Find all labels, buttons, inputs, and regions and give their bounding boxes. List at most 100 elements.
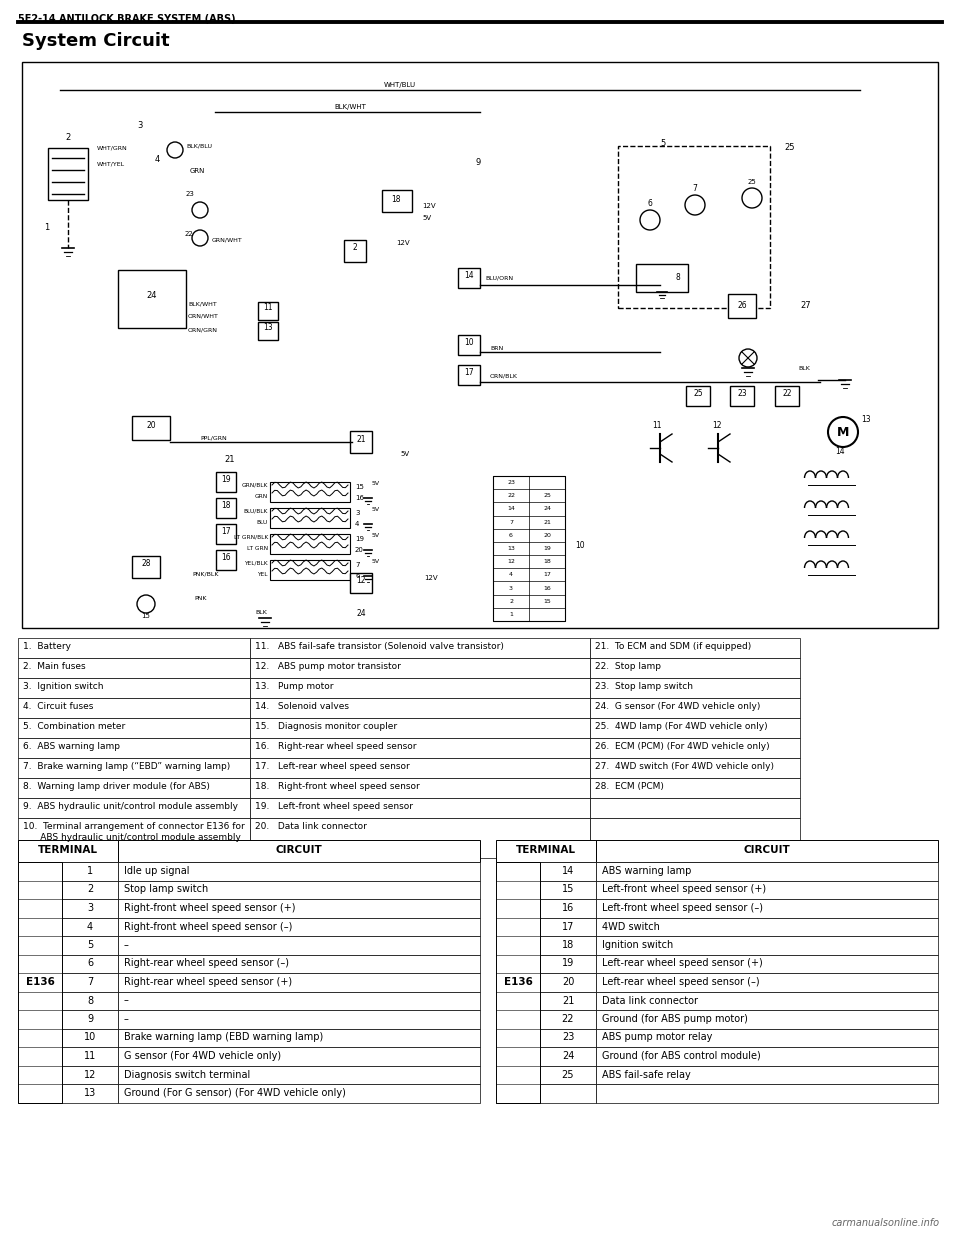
Bar bbox=[590, 698, 800, 718]
Text: 11.   ABS fail-safe transistor (Solenoid valve transistor): 11. ABS fail-safe transistor (Solenoid v… bbox=[255, 642, 504, 651]
Text: 11: 11 bbox=[84, 1051, 96, 1061]
Text: 24: 24 bbox=[543, 506, 551, 511]
Bar bbox=[118, 973, 480, 992]
Bar bbox=[118, 1010, 480, 1029]
Text: Left-rear wheel speed sensor (–): Left-rear wheel speed sensor (–) bbox=[602, 977, 759, 987]
Bar bbox=[458, 366, 480, 385]
Bar bbox=[730, 387, 754, 406]
Bar bbox=[118, 899, 480, 918]
Text: 12: 12 bbox=[507, 559, 515, 564]
Bar bbox=[590, 638, 800, 658]
Text: 11: 11 bbox=[652, 421, 661, 430]
Bar bbox=[18, 862, 62, 1103]
Bar bbox=[118, 918, 480, 936]
Text: 22: 22 bbox=[782, 389, 792, 398]
Text: 19: 19 bbox=[543, 546, 551, 551]
Text: Idle up signal: Idle up signal bbox=[124, 866, 189, 876]
Text: 2.  Main fuses: 2. Main fuses bbox=[23, 662, 85, 671]
Bar bbox=[596, 1084, 938, 1103]
Text: 2: 2 bbox=[352, 243, 357, 252]
Bar bbox=[250, 739, 590, 758]
Text: 17: 17 bbox=[221, 527, 230, 536]
Text: Ground (for ABS control module): Ground (for ABS control module) bbox=[602, 1051, 760, 1061]
Bar bbox=[118, 1029, 480, 1047]
Text: 8: 8 bbox=[676, 273, 681, 282]
Bar bbox=[590, 678, 800, 698]
Bar bbox=[62, 1029, 118, 1047]
Bar bbox=[250, 778, 590, 798]
Bar bbox=[596, 1047, 938, 1066]
Text: 26.  ECM (PCM) (For 4WD vehicle only): 26. ECM (PCM) (For 4WD vehicle only) bbox=[595, 742, 770, 751]
Text: 24: 24 bbox=[356, 609, 366, 618]
Text: 23: 23 bbox=[507, 480, 515, 485]
Text: 10: 10 bbox=[575, 541, 585, 551]
Text: Diagnosis switch terminal: Diagnosis switch terminal bbox=[124, 1070, 251, 1079]
Bar bbox=[540, 1047, 596, 1066]
Text: PPL/GRN: PPL/GRN bbox=[200, 436, 227, 441]
Text: 10: 10 bbox=[84, 1032, 96, 1042]
Text: 5V: 5V bbox=[422, 215, 431, 221]
Bar bbox=[250, 718, 590, 739]
Text: BLU/BLK: BLU/BLK bbox=[244, 509, 268, 514]
Bar bbox=[18, 638, 250, 658]
Bar bbox=[118, 1066, 480, 1084]
Text: Data link connector: Data link connector bbox=[602, 995, 698, 1005]
Text: 20.   Data link connector: 20. Data link connector bbox=[255, 823, 367, 831]
Bar bbox=[18, 818, 250, 858]
Text: CIRCUIT: CIRCUIT bbox=[276, 845, 323, 855]
Bar bbox=[590, 718, 800, 739]
Text: 23.  Stop lamp switch: 23. Stop lamp switch bbox=[595, 682, 693, 692]
Bar bbox=[132, 416, 170, 440]
Text: 22.  Stop lamp: 22. Stop lamp bbox=[595, 662, 661, 671]
Text: 6: 6 bbox=[87, 958, 93, 968]
Bar bbox=[458, 335, 480, 354]
Text: GRN: GRN bbox=[254, 494, 268, 499]
Text: Right-front wheel speed sensor (+): Right-front wheel speed sensor (+) bbox=[124, 903, 296, 913]
Text: ABS fail-safe relay: ABS fail-safe relay bbox=[602, 1070, 691, 1079]
Text: 21: 21 bbox=[224, 454, 234, 464]
Bar bbox=[18, 778, 250, 798]
Bar bbox=[118, 840, 480, 862]
Text: 17: 17 bbox=[543, 572, 551, 578]
Text: 18: 18 bbox=[221, 501, 230, 510]
Text: Brake warning lamp (EBD warning lamp): Brake warning lamp (EBD warning lamp) bbox=[124, 1032, 324, 1042]
Text: 6.  ABS warning lamp: 6. ABS warning lamp bbox=[23, 742, 120, 751]
Text: 24: 24 bbox=[147, 291, 157, 300]
Text: 13: 13 bbox=[263, 324, 273, 332]
Text: 16: 16 bbox=[562, 903, 574, 913]
Text: 25.  4WD lamp (For 4WD vehicle only): 25. 4WD lamp (For 4WD vehicle only) bbox=[595, 722, 768, 731]
Bar bbox=[270, 534, 350, 555]
Bar bbox=[18, 718, 250, 739]
Text: 18.   Right-front wheel speed sensor: 18. Right-front wheel speed sensor bbox=[255, 782, 420, 790]
Text: 12: 12 bbox=[84, 1070, 96, 1079]
Bar bbox=[618, 146, 770, 308]
Text: 15: 15 bbox=[141, 613, 151, 619]
Bar bbox=[458, 268, 480, 288]
Text: 25: 25 bbox=[543, 493, 551, 498]
Bar bbox=[118, 992, 480, 1010]
Bar bbox=[596, 1010, 938, 1029]
Bar bbox=[590, 798, 800, 818]
Text: 18: 18 bbox=[543, 559, 551, 564]
Text: Left-front wheel speed sensor (+): Left-front wheel speed sensor (+) bbox=[602, 884, 766, 894]
Text: 3: 3 bbox=[137, 121, 143, 130]
Bar bbox=[132, 556, 160, 578]
Text: 5V: 5V bbox=[372, 534, 380, 538]
Bar bbox=[18, 798, 250, 818]
Text: –: – bbox=[124, 1014, 129, 1024]
Bar bbox=[590, 739, 800, 758]
Text: 5.  Combination meter: 5. Combination meter bbox=[23, 722, 125, 731]
Text: 5V: 5V bbox=[372, 559, 380, 564]
Bar bbox=[596, 973, 938, 992]
Bar bbox=[48, 148, 88, 200]
Text: 8: 8 bbox=[87, 995, 93, 1005]
Bar bbox=[258, 303, 278, 320]
Text: ABS hydraulic unit/control module assembly: ABS hydraulic unit/control module assemb… bbox=[23, 832, 241, 842]
Bar bbox=[18, 758, 250, 778]
Text: 10.  Terminal arrangement of connector E136 for: 10. Terminal arrangement of connector E1… bbox=[23, 823, 245, 831]
Bar bbox=[540, 899, 596, 918]
Text: ORN/WHT: ORN/WHT bbox=[188, 314, 219, 319]
Text: 16: 16 bbox=[543, 585, 551, 590]
Text: LT GRN/BLK: LT GRN/BLK bbox=[233, 535, 268, 540]
Bar bbox=[686, 387, 710, 406]
